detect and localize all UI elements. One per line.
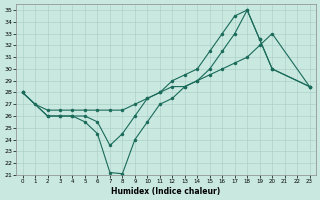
X-axis label: Humidex (Indice chaleur): Humidex (Indice chaleur) — [111, 187, 221, 196]
